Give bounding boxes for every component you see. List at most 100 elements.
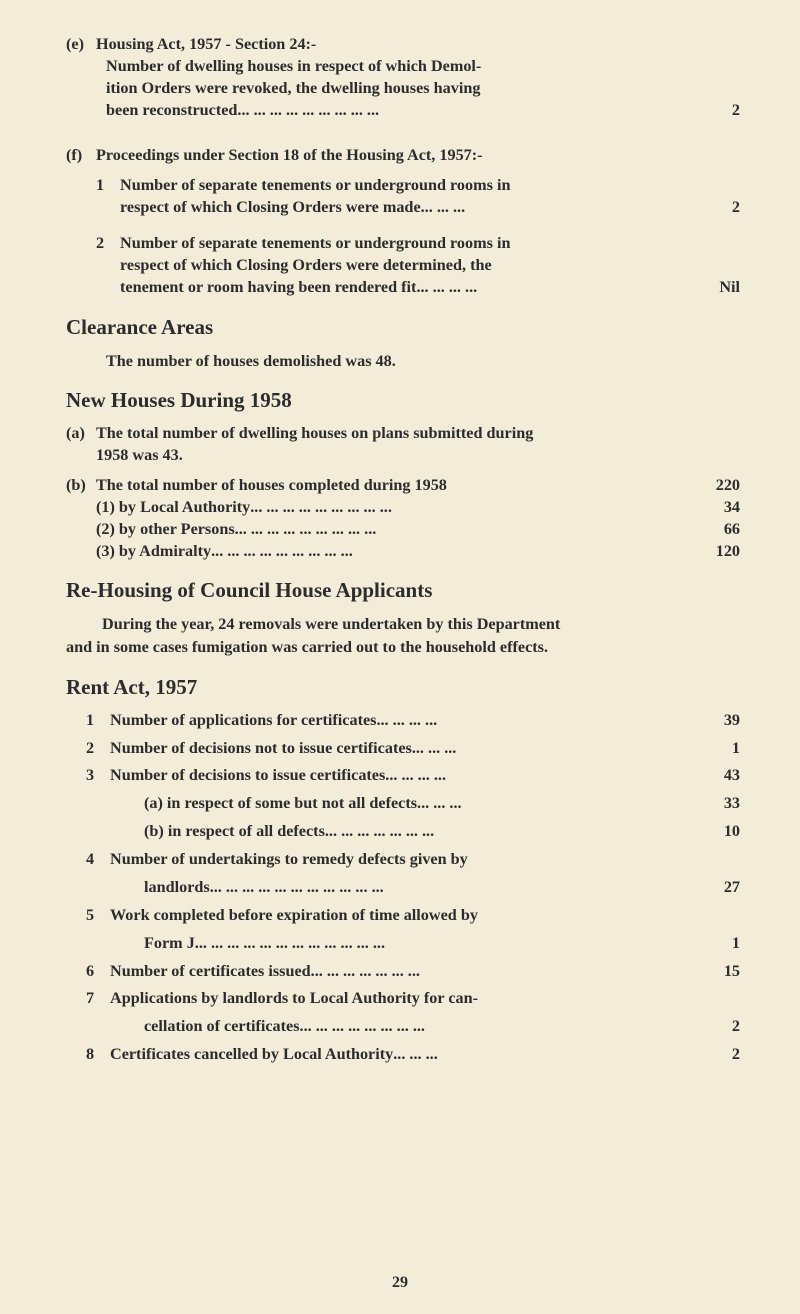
item-label: Number of decisions not to issue certifi… bbox=[110, 738, 412, 760]
section-e: (e) Housing Act, 1957 - Section 24:- Num… bbox=[66, 34, 740, 121]
item-dots: ... ... ... bbox=[417, 793, 462, 815]
b1-value: 34 bbox=[680, 497, 740, 519]
list-item: cellation of certificates ... ... ... ..… bbox=[66, 1016, 740, 1038]
item-number: 5 bbox=[86, 905, 110, 927]
item-label: Number of undertakings to remedy defects… bbox=[110, 849, 468, 871]
section-f: (f) Proceedings under Section 18 of the … bbox=[66, 145, 740, 298]
f-item2-l3: tenement or room having been rendered fi… bbox=[120, 277, 416, 299]
item-dots: ... ... ... bbox=[393, 1044, 438, 1066]
a-l1: The total number of dwelling houses on p… bbox=[96, 423, 533, 445]
f-title: Proceedings under Section 18 of the Hous… bbox=[96, 145, 483, 167]
item-label: Number of certificates issued bbox=[110, 961, 311, 983]
e-line3-label: been reconstructed bbox=[106, 100, 237, 122]
list-item: 8Certificates cancelled by Local Authori… bbox=[66, 1044, 740, 1066]
heading-rehousing: Re-Housing of Council House Applicants bbox=[66, 578, 740, 603]
marker-e: (e) bbox=[66, 34, 96, 56]
f-item2-dots: ... ... ... ... bbox=[416, 277, 477, 299]
f-item2-num: 2 bbox=[96, 233, 120, 255]
b3-dots: ... ... ... ... ... ... ... ... ... bbox=[211, 541, 353, 563]
list-item: (b) in respect of all defects ... ... ..… bbox=[66, 821, 740, 843]
item-number: 2 bbox=[86, 738, 110, 760]
item-number: 7 bbox=[86, 988, 110, 1010]
item-value: 10 bbox=[680, 821, 740, 843]
heading-newhouses: New Houses During 1958 bbox=[66, 388, 740, 413]
list-item: (a) in respect of some but not all defec… bbox=[66, 793, 740, 815]
b2-value: 66 bbox=[680, 519, 740, 541]
f-item2-value: Nil bbox=[680, 277, 740, 299]
clearance-text: The number of houses demolished was 48. bbox=[66, 350, 740, 373]
list-item: Form J ... ... ... ... ... ... ... ... .… bbox=[66, 933, 740, 955]
list-item: 6Number of certificates issued ... ... .… bbox=[66, 961, 740, 983]
e-line2: ition Orders were revoked, the dwelling … bbox=[106, 78, 480, 100]
rehousing-p2: and in some cases fumigation was carried… bbox=[66, 636, 740, 659]
b-value: 220 bbox=[680, 475, 740, 497]
b3-value: 120 bbox=[680, 541, 740, 563]
item-label: landlords bbox=[110, 877, 210, 899]
heading-rentact: Rent Act, 1957 bbox=[66, 675, 740, 700]
list-item: 1Number of applications for certificates… bbox=[66, 710, 740, 732]
b1-dots: ... ... ... ... ... ... ... ... ... bbox=[250, 497, 392, 519]
b3-label: (3) by Admiralty bbox=[96, 541, 211, 563]
item-value: 43 bbox=[680, 765, 740, 787]
item-value: 1 bbox=[680, 738, 740, 760]
b1-label: (1) by Local Authority bbox=[96, 497, 250, 519]
f-item1-value: 2 bbox=[680, 197, 740, 219]
item-number: 1 bbox=[86, 710, 110, 732]
rentact-list: 1Number of applications for certificates… bbox=[66, 710, 740, 1066]
marker-f: (f) bbox=[66, 145, 96, 167]
list-item: 5Work completed before expiration of tim… bbox=[66, 905, 740, 927]
item-value: 2 bbox=[680, 1044, 740, 1066]
item-dots: ... ... ... ... ... ... ... ... ... ... … bbox=[195, 933, 385, 955]
f-item1-num: 1 bbox=[96, 175, 120, 197]
item-label: Applications by landlords to Local Autho… bbox=[110, 988, 478, 1010]
list-item: landlords ... ... ... ... ... ... ... ..… bbox=[66, 877, 740, 899]
b2-label: (2) by other Persons bbox=[96, 519, 235, 541]
item-value: 1 bbox=[680, 933, 740, 955]
page-number: 29 bbox=[0, 1274, 800, 1292]
item-value: 39 bbox=[680, 710, 740, 732]
list-item: 7Applications by landlords to Local Auth… bbox=[66, 988, 740, 1010]
item-dots: ... ... ... ... ... ... ... bbox=[325, 821, 434, 843]
item-number: 3 bbox=[86, 765, 110, 787]
item-value: 15 bbox=[680, 961, 740, 983]
e-line1: Number of dwelling houses in respect of … bbox=[106, 56, 481, 78]
item-label: (b) in respect of all defects bbox=[110, 821, 325, 843]
item-number: 4 bbox=[86, 849, 110, 871]
document-page: (e) Housing Act, 1957 - Section 24:- Num… bbox=[0, 0, 800, 1314]
item-value: 2 bbox=[680, 1016, 740, 1038]
item-dots: ... ... ... ... ... ... ... bbox=[311, 961, 420, 983]
item-label: cellation of certificates bbox=[110, 1016, 300, 1038]
item-label: Form J bbox=[110, 933, 195, 955]
item-value: 33 bbox=[680, 793, 740, 815]
b-marker: (b) bbox=[66, 475, 96, 497]
item-dots: ... ... ... ... ... ... ... ... bbox=[300, 1016, 425, 1038]
heading-clearance: Clearance Areas bbox=[66, 315, 740, 340]
f-item1-l2: respect of which Closing Orders were mad… bbox=[120, 197, 421, 219]
b-label: The total number of houses completed dur… bbox=[96, 475, 447, 497]
a-l2: 1958 was 43. bbox=[96, 445, 183, 467]
item-dots: ... ... ... ... ... ... ... ... ... ... … bbox=[210, 877, 384, 899]
item-label: Work completed before expiration of time… bbox=[110, 905, 478, 927]
list-item: 2Number of decisions not to issue certif… bbox=[66, 738, 740, 760]
item-number: 8 bbox=[86, 1044, 110, 1066]
f-item2-l1: Number of separate tenements or undergro… bbox=[120, 233, 510, 255]
item-value: 27 bbox=[680, 877, 740, 899]
e-value: 2 bbox=[680, 100, 740, 122]
f-item1-l1: Number of separate tenements or undergro… bbox=[120, 175, 510, 197]
item-label: Certificates cancelled by Local Authorit… bbox=[110, 1044, 393, 1066]
list-item: 3Number of decisions to issue certificat… bbox=[66, 765, 740, 787]
item-dots: ... ... ... ... bbox=[385, 765, 446, 787]
e-title: Housing Act, 1957 - Section 24:- bbox=[96, 34, 316, 56]
item-label: Number of decisions to issue certificate… bbox=[110, 765, 385, 787]
rehousing-p1: During the year, 24 removals were undert… bbox=[66, 613, 740, 636]
f-item1-dots: ... ... ... bbox=[421, 197, 466, 219]
item-dots: ... ... ... bbox=[412, 738, 457, 760]
b2-dots: ... ... ... ... ... ... ... ... ... bbox=[235, 519, 377, 541]
e-line3-dots: ... ... ... ... ... ... ... ... ... bbox=[237, 100, 379, 122]
item-label: (a) in respect of some but not all defec… bbox=[110, 793, 417, 815]
a-marker: (a) bbox=[66, 423, 96, 445]
f-item2-l2: respect of which Closing Orders were det… bbox=[120, 255, 492, 277]
item-dots: ... ... ... ... bbox=[376, 710, 437, 732]
item-number: 6 bbox=[86, 961, 110, 983]
item-label: Number of applications for certificates bbox=[110, 710, 376, 732]
